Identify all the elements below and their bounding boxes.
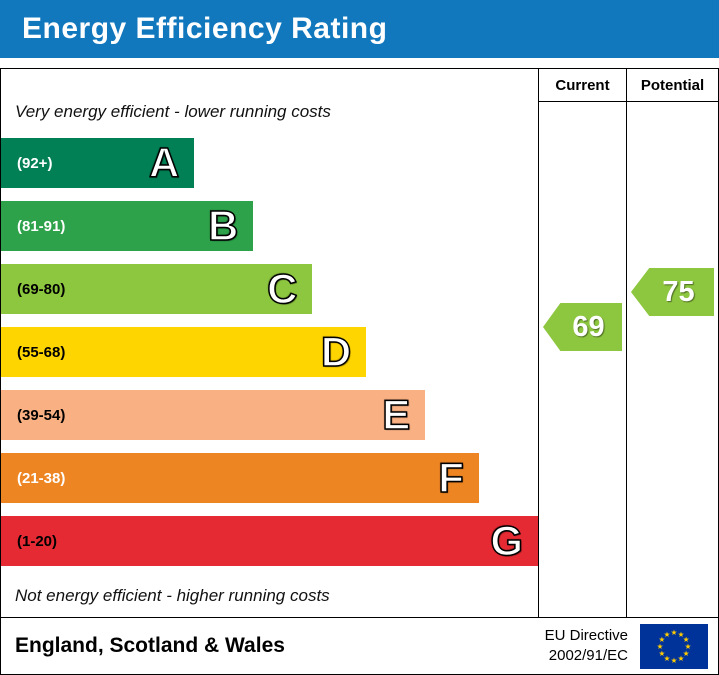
current-rating-arrow: 69 — [543, 303, 622, 351]
svg-text:★: ★ — [678, 654, 685, 663]
svg-text:★: ★ — [683, 635, 690, 644]
band-letter: D — [320, 328, 352, 375]
band-range-label: (1-20) — [17, 532, 58, 550]
band-letter: F — [438, 454, 465, 501]
eu-directive-line1: EU Directive — [544, 626, 628, 644]
band-row-c: (69-80) C — [1, 264, 538, 327]
current-column: Current 69 — [538, 69, 626, 617]
note-very-efficient: Very energy efficient - lower running co… — [15, 102, 331, 121]
band-letter: G — [490, 517, 524, 564]
svg-text:★: ★ — [657, 642, 664, 651]
potential-column-header: Potential — [627, 69, 718, 102]
band-bar-a: (92+) A — [1, 138, 195, 188]
band-row-b: (81-91) B — [1, 201, 538, 264]
band-row-d: (55-68) D — [1, 327, 538, 390]
band-range-label: (21-38) — [17, 469, 66, 487]
band-letter: A — [148, 139, 180, 186]
band-range-label: (92+) — [17, 154, 53, 172]
band-row-g: (1-20) G — [1, 516, 538, 579]
svg-text:★: ★ — [671, 656, 678, 665]
band-range-label: (55-68) — [17, 343, 66, 361]
band-bar-b: (81-91) B — [1, 201, 254, 251]
rating-chart: Very energy efficient - lower running co… — [0, 68, 719, 618]
band-range-label: (69-80) — [17, 280, 66, 298]
region-label: England, Scotland & Wales — [15, 634, 285, 657]
band-list: (92+) A (81-91) B (69-80) C — [1, 138, 538, 579]
svg-text:★: ★ — [685, 642, 692, 651]
band-letter: E — [381, 391, 411, 438]
svg-text:★: ★ — [664, 629, 671, 638]
potential-rating-arrow: 75 — [631, 268, 714, 316]
band-row-f: (21-38) F — [1, 453, 538, 516]
eu-flag-icon: ★ ★ ★ ★ ★ ★ ★ ★ ★ ★ ★ ★ — [640, 623, 708, 669]
current-rating-value: 69 — [572, 310, 605, 343]
potential-column: Potential 75 — [626, 69, 718, 617]
note-not-efficient: Not energy efficient - higher running co… — [15, 586, 330, 605]
band-range-label: (39-54) — [17, 406, 66, 424]
svg-text:★: ★ — [683, 649, 690, 658]
band-row-a: (92+) A — [1, 138, 538, 201]
bands-area: Very energy efficient - lower running co… — [1, 69, 538, 617]
chart-title-bar: Energy Efficiency Rating — [0, 0, 719, 58]
potential-rating-value: 75 — [662, 275, 695, 308]
band-row-e: (39-54) E — [1, 390, 538, 453]
footer: England, Scotland & Wales EU Directive 2… — [0, 618, 719, 675]
band-bar-d: (55-68) D — [1, 327, 367, 377]
band-letter: C — [266, 265, 298, 312]
band-bar-g: (1-20) G — [1, 516, 538, 566]
band-bar-f: (21-38) F — [1, 453, 479, 503]
page-title: Energy Efficiency Rating — [22, 12, 388, 45]
svg-text:★: ★ — [678, 629, 685, 638]
svg-text:★: ★ — [659, 649, 666, 658]
band-letter: B — [207, 202, 239, 249]
eu-directive-label: EU Directive 2002/91/EC — [545, 626, 628, 667]
band-bar-e: (39-54) E — [1, 390, 426, 440]
band-bar-c: (69-80) C — [1, 264, 313, 314]
eu-directive-line2: 2002/91/EC — [548, 647, 628, 664]
svg-text:★: ★ — [659, 635, 666, 644]
svg-text:★: ★ — [671, 628, 678, 637]
current-column-header: Current — [539, 69, 626, 102]
band-range-label: (81-91) — [17, 217, 66, 235]
svg-text:★: ★ — [664, 654, 671, 663]
